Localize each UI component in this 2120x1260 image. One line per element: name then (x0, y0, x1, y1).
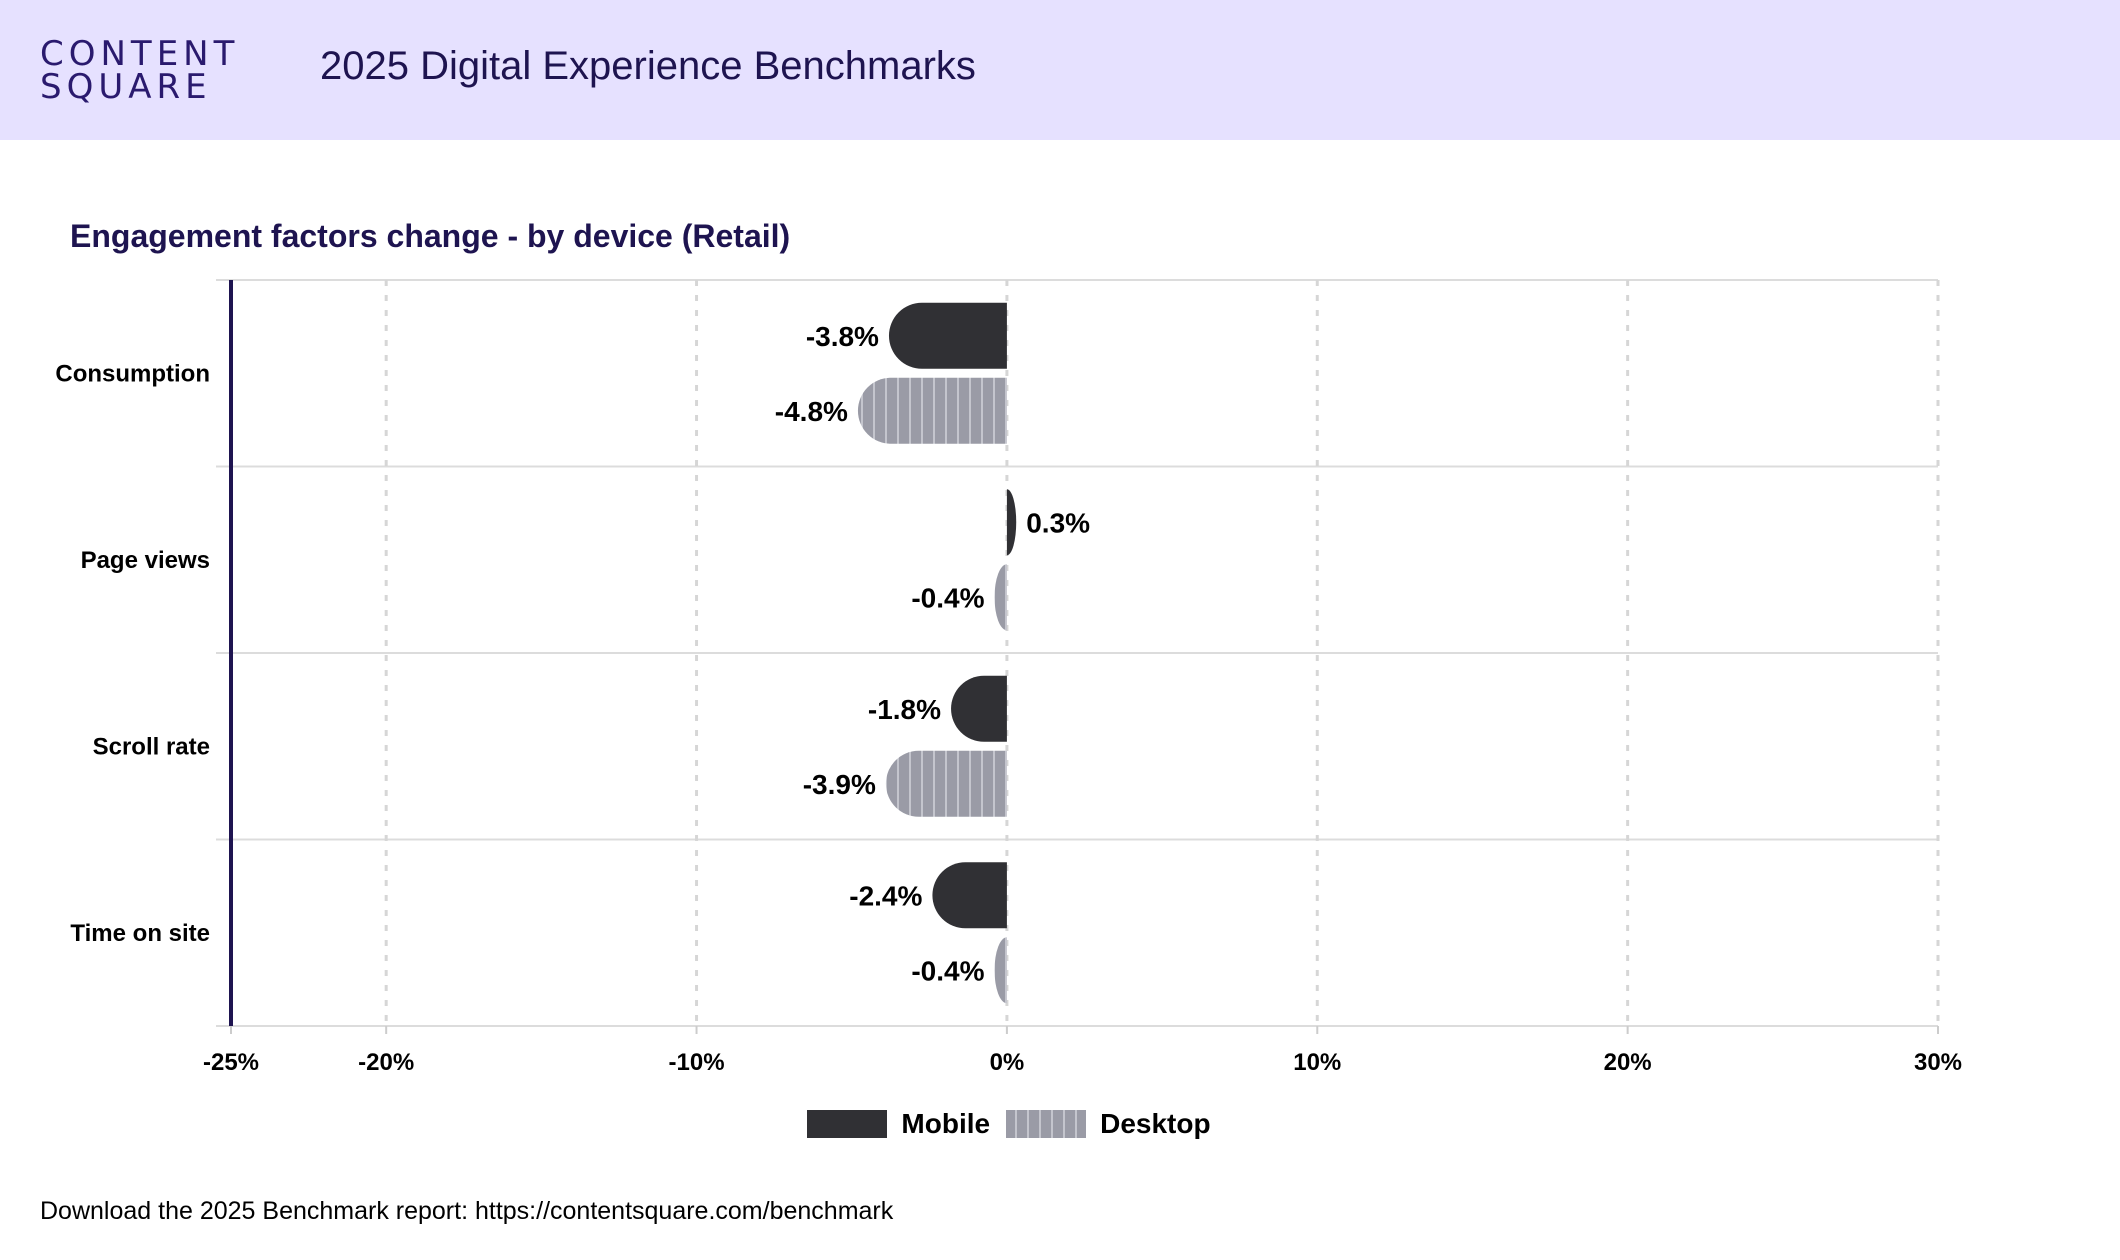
x-tick-label: -20% (358, 1049, 414, 1076)
bar-desktop (857, 377, 1007, 444)
header-bar: CONTENT SQUARE 2025 Digital Experience B… (0, 0, 2120, 140)
x-tick-label: -10% (669, 1049, 725, 1076)
data-label: -4.8% (775, 396, 848, 427)
data-label: -3.8% (806, 321, 879, 352)
bar-mobile (1006, 489, 1017, 556)
footer-download-note: Download the 2025 Benchmark report: http… (40, 1197, 894, 1225)
x-tick-label: 30% (1914, 1049, 1962, 1076)
legend-item-desktop[interactable]: Desktop (1006, 1108, 1211, 1140)
logo-line-1: CONTENT (40, 34, 240, 74)
bar-desktop (994, 564, 1007, 631)
category-label: Time on site (70, 920, 210, 947)
bar-desktop (994, 937, 1007, 1004)
x-tick-label: 20% (1604, 1049, 1652, 1076)
legend-label: Desktop (1100, 1108, 1211, 1139)
category-label: Scroll rate (93, 733, 210, 760)
bar-mobile (951, 675, 1007, 742)
data-label: -2.4% (849, 880, 922, 911)
x-tick-label: 10% (1293, 1049, 1341, 1076)
bar-chart: -25% -20% -10% 0% 10% 20% 30% Consumption Page v… (55, 279, 1962, 1076)
legend-swatch (1006, 1110, 1087, 1138)
legend-item-mobile[interactable]: Mobile (807, 1108, 990, 1140)
data-label: -3.9% (803, 769, 876, 800)
chart-title: Engagement factors change - by device (R… (70, 218, 791, 254)
bar-mobile (932, 862, 1007, 929)
logo-line-2: SQUARE (40, 67, 212, 107)
data-label: -0.4% (911, 955, 984, 986)
data-label: -0.4% (911, 582, 984, 613)
bar-mobile (888, 302, 1007, 369)
chart-legend: Mobile Desktop (0, 1108, 2120, 1140)
bar-desktop (885, 750, 1007, 817)
x-tick-label: 0% (990, 1049, 1025, 1076)
contentsquare-logo[interactable]: CONTENT SQUARE (40, 34, 240, 107)
category-label: Page views (81, 547, 210, 574)
legend-swatch (807, 1110, 888, 1138)
data-label: -1.8% (868, 694, 941, 725)
legend-label: Mobile (901, 1108, 991, 1139)
page-title: 2025 Digital Experience Benchmarks (320, 44, 976, 88)
x-tick-label: -25% (203, 1049, 259, 1076)
category-label: Consumption (55, 360, 210, 387)
data-label: 0.3% (1026, 507, 1090, 538)
